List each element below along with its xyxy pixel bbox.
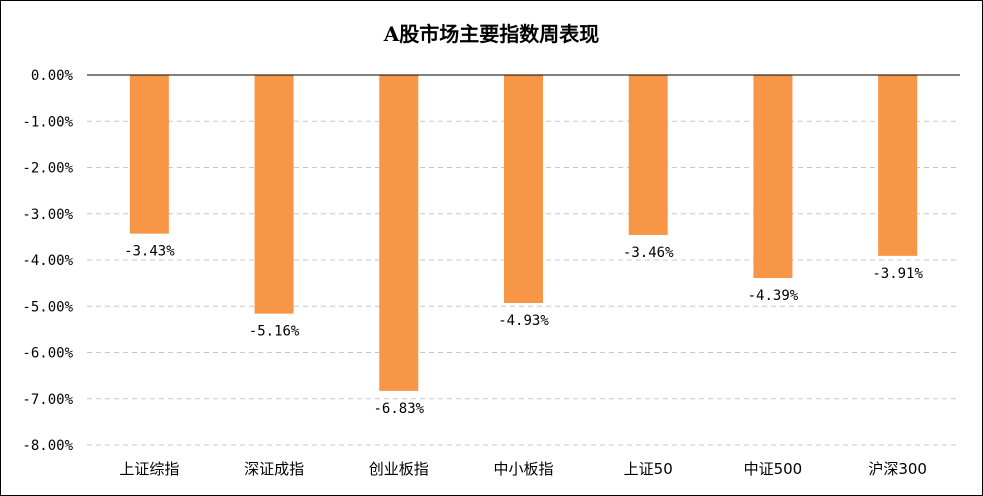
bar [753,75,793,279]
data-labels: -3.43% -5.16% -6.83% -4.93% -3.46% -4.39% -3.9… [124,244,923,417]
x-tick-label: 上证综指 [119,460,179,478]
x-axis-ticks: 上证综指 深证成指 创业板指 中小板指 上证50 中证500 沪深300 [119,460,927,478]
bar [504,75,543,304]
bar [628,75,668,236]
y-tick-label: 0.00% [31,68,74,84]
data-label: -4.93% [498,313,549,329]
x-tick-label: 中证500 [744,460,803,478]
chart-title: A股市场主要指数周表现 [383,22,600,46]
data-label: -4.39% [748,288,799,304]
x-tick-label: 中小板指 [493,460,553,478]
x-tick-label: 创业板指 [369,460,429,478]
x-tick-label: 上证50 [624,460,673,478]
bar [379,75,419,391]
y-tick-label: -5.00% [22,299,73,315]
y-tick-label: -3.00% [22,207,73,223]
bar [254,75,294,314]
x-tick-label: 深证成指 [244,460,304,478]
y-tick-label: -2.00% [22,161,73,177]
data-label: -5.16% [249,324,300,340]
data-label: -3.91% [872,266,923,282]
data-label: -3.46% [623,245,674,261]
y-tick-label: -7.00% [22,392,73,408]
bars [129,75,918,391]
data-label: -3.43% [124,244,175,260]
y-tick-label: -4.00% [22,253,73,269]
y-axis-ticks: 0.00% -1.00% -2.00% -3.00% -4.00% -5.00% -6.00… [22,68,73,454]
data-label: -6.83% [373,401,424,417]
bar [129,75,169,234]
x-tick-label: 沪深300 [868,460,927,478]
bar [878,75,918,256]
y-tick-label: -1.00% [22,114,73,130]
y-tick-label: -8.00% [22,438,73,454]
y-tick-label: -6.00% [22,346,73,362]
